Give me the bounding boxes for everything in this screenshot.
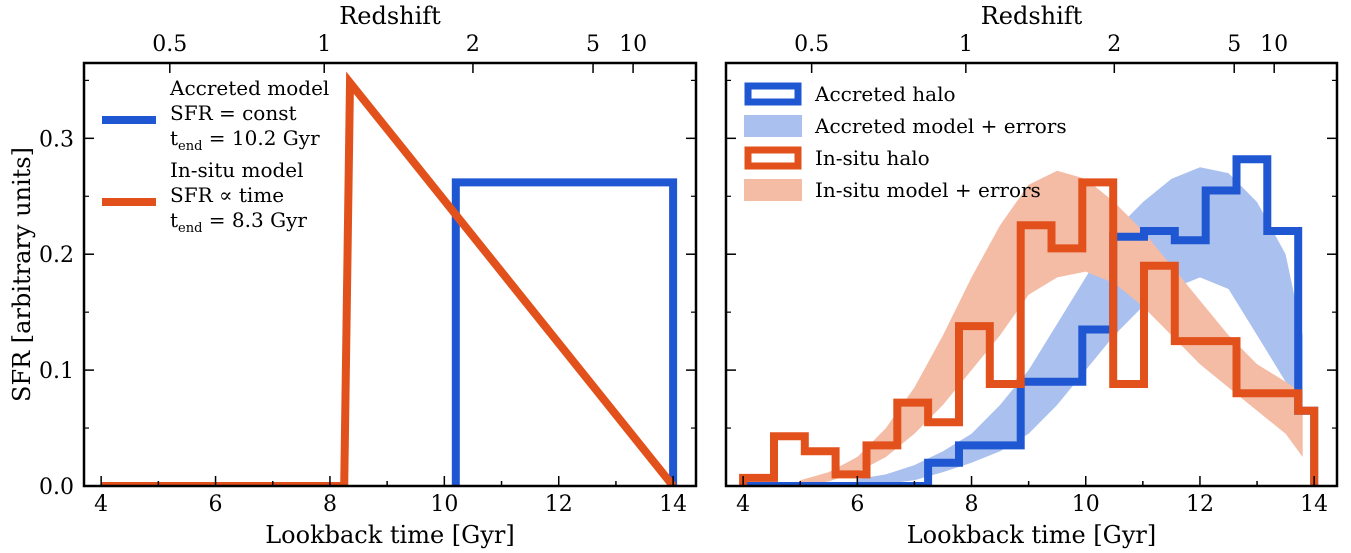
redshift-tick-label: 1 (959, 32, 973, 57)
plot-frame (82, 61, 698, 488)
redshift-tick-label: 10 (1260, 32, 1288, 57)
legend-swatch-hist (744, 146, 802, 170)
x-axis-label: Lookback time [Gyr] (265, 521, 515, 549)
data-layer (101, 71, 678, 486)
panel-1: 4 6 8 10 12 140.00.10.20.30.5 1 2 5 10RedshiftLoo… (8, 2, 698, 549)
tend-subscript: end (178, 139, 202, 154)
x-tick-label: 4 (736, 492, 750, 517)
tend-subscript: end (178, 221, 202, 236)
redshift-tick-label: 1 (317, 32, 331, 57)
legend-swatch-band (744, 179, 802, 201)
tend-value: 8.3 Gyr (232, 208, 307, 232)
legend-text: In-situ model + errors (815, 178, 1041, 202)
tend-symbol: t (170, 208, 178, 232)
legend-text: SFR = const (170, 101, 297, 125)
hist-insitu (739, 178, 1319, 486)
series-accreted (451, 178, 678, 486)
legend-tend: tend = 10.2 Gyr (170, 126, 320, 154)
legend-text: Accreted halo (814, 82, 956, 106)
legend-text: In-situ halo (815, 146, 930, 170)
redshift-tick-label: 10 (619, 32, 647, 57)
x-tick-label: 12 (545, 492, 573, 517)
tend-equals: = (202, 208, 231, 232)
x-axis-label: Lookback time [Gyr] (907, 521, 1157, 549)
x-tick-label: 8 (965, 492, 979, 517)
y-axis-label: SFR [arbitrary units] (8, 147, 36, 402)
top-axis-label: Redshift (981, 2, 1083, 30)
x-tick-label: 6 (850, 492, 864, 517)
y-tick-label: 0.3 (39, 127, 74, 152)
redshift-tick-label: 5 (586, 32, 600, 57)
legend: Accreted halo Accreted model + errors In-s… (744, 82, 1067, 202)
series-insitu (101, 71, 677, 486)
tend-value: 10.2 Gyr (232, 126, 320, 150)
legend-text: Accreted model (169, 76, 329, 100)
data-layer (739, 155, 1319, 486)
y-tick-label: 0.0 (39, 475, 74, 500)
hist-accreted (743, 155, 1319, 486)
legend-tend: tend = 8.3 Gyr (170, 208, 307, 236)
x-tick-label: 10 (430, 492, 458, 517)
y-tick-label: 0.2 (39, 243, 74, 268)
tend-symbol: t (170, 126, 178, 150)
redshift-tick-label: 0.5 (152, 32, 187, 57)
legend-text: SFR ∝ time (170, 183, 284, 207)
x-tick-label: 14 (1300, 492, 1328, 517)
top-axis-label: Redshift (339, 2, 441, 30)
legend-text: In-situ model (170, 158, 304, 182)
x-tick-label: 4 (94, 492, 108, 517)
plot-frame (724, 61, 1339, 488)
redshift-tick-label: 0.5 (794, 32, 829, 57)
legend-swatch-band (744, 115, 802, 137)
x-tick-label: 14 (659, 492, 687, 517)
redshift-tick-label: 5 (1227, 32, 1241, 57)
redshift-tick-label: 2 (466, 32, 480, 57)
x-tick-label: 8 (323, 492, 337, 517)
tend-equals: = (202, 126, 231, 150)
legend-swatch-hist (744, 82, 802, 106)
x-tick-label: 12 (1186, 492, 1214, 517)
redshift-tick-label: 2 (1107, 32, 1121, 57)
x-tick-label: 10 (1072, 492, 1100, 517)
legend-text: Accreted model + errors (814, 114, 1067, 138)
y-tick-label: 0.1 (39, 359, 74, 384)
x-tick-label: 6 (209, 492, 223, 517)
